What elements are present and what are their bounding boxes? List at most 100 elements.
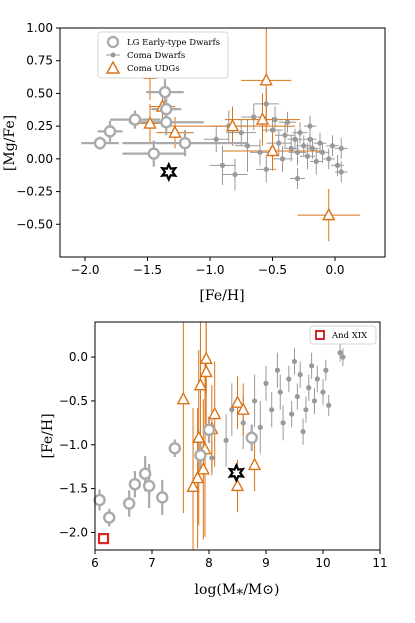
coma-dwarf-point	[244, 143, 251, 149]
coma-dwarf-point	[279, 156, 286, 162]
coma-dwarf-point	[297, 130, 303, 136]
coma-dwarf-point	[300, 429, 306, 435]
top-x-axis-label: [Fe/H]	[199, 288, 244, 304]
lg-dwarf-point	[142, 479, 156, 493]
coma-dwarf-point	[276, 140, 282, 146]
coma-dwarf-point	[238, 130, 244, 136]
lg-dwarf-point	[147, 147, 160, 160]
coma-dwarf-point	[291, 358, 298, 365]
coma-udg-point	[190, 470, 205, 484]
coma-dwarf-point	[229, 407, 235, 413]
coma-dwarf-point	[307, 136, 313, 142]
legend-box	[309, 325, 377, 345]
legend-lg-label: LG Early-type Dwarfs	[127, 38, 220, 48]
y-tick-label: −1.0	[59, 438, 88, 452]
coma-dwarf-point	[338, 145, 344, 151]
y-tick-label: 0.25	[26, 119, 53, 133]
y-tick-label: 0.50	[26, 86, 53, 100]
coma-dwarf-point	[284, 119, 291, 125]
coma-dwarf-point	[263, 380, 269, 386]
coma-dwarf-point	[313, 158, 319, 165]
lg-dwarf-point	[160, 102, 173, 116]
coma-dwarf-point	[304, 153, 311, 159]
coma-dwarf-point	[294, 149, 301, 155]
bottom-x-ticks: 6 7 8 9 10 11	[91, 550, 388, 570]
coma-udg-point	[143, 116, 157, 129]
lg-dwarf-point	[122, 497, 136, 510]
coma-dwarf-point	[240, 420, 246, 426]
coma-dwarf-point	[272, 117, 278, 123]
coma-dwarf-point	[337, 350, 343, 356]
coma-dwarf-point	[232, 171, 238, 178]
lg-dwarf-point	[103, 511, 116, 524]
coma-dwarf-point	[309, 145, 316, 151]
coma-dwarf-point	[340, 354, 346, 360]
x-tick-label: 11	[372, 556, 387, 570]
bottom-legend: And XIX	[309, 325, 377, 345]
coma-dwarf-point	[289, 411, 295, 417]
legend-lg-marker	[106, 35, 120, 49]
coma-udg-point	[199, 364, 213, 378]
bottom-errorbars	[98, 322, 344, 550]
coma-udg-point	[322, 207, 336, 221]
coma-dwarf-point	[251, 114, 257, 120]
coma-dwarf-point	[309, 363, 315, 369]
coma-dwarf-point	[257, 149, 263, 155]
coma-dwarf-point	[213, 136, 219, 142]
coma-dwarf-point	[223, 437, 229, 443]
coma-dwarf-point	[277, 389, 283, 395]
y-tick-label: 0.75	[26, 54, 53, 68]
coma-dwarf-point	[274, 367, 280, 373]
lg-dwarf-point	[245, 431, 258, 444]
coma-dwarf-point	[323, 367, 329, 373]
x-tick-label: −1.5	[133, 263, 162, 277]
coma-dwarf-point	[329, 143, 336, 149]
lg-dwarf-point	[128, 478, 142, 491]
bottom-markers	[93, 350, 346, 545]
coma-udg-point	[265, 143, 280, 157]
bottom-y-ticks: −2.0 −1.5 −1.0 −0.5 0.0	[59, 350, 95, 539]
coma-udg-point	[247, 457, 262, 471]
top-plot-frame	[59, 27, 386, 258]
lg-dwarf-point	[158, 85, 172, 99]
y-tick-label: −2.0	[59, 525, 88, 539]
lg-dwarf-point	[202, 423, 216, 437]
y-tick-label: −0.5	[59, 394, 88, 408]
lg-dwarf-point	[93, 136, 107, 150]
coma-udg-point	[230, 395, 245, 408]
y-tick-label: 0.0	[69, 350, 88, 364]
coma-udg-point	[259, 72, 273, 86]
and-xix-point	[97, 532, 110, 545]
lg-dwarf-point	[160, 116, 173, 129]
top-y-axis-label: [Mg/Fe]	[2, 115, 18, 171]
coma-udg-point	[196, 461, 210, 475]
coma-dwarf-point	[269, 407, 275, 413]
coma-dwarf-point	[280, 420, 286, 426]
coma-dwarf-point	[338, 169, 344, 175]
coma-udg-point	[255, 112, 270, 125]
coma-dwarf-point	[314, 376, 320, 382]
coma-dwarf-point	[307, 123, 313, 129]
x-tick-label: 10	[315, 556, 330, 570]
bottom-panel-feh-vs-mass: 6 7 8 9 10 11 −2.0−1.5−1.0−0.50.0 log(M⁎/M⊙) …	[40, 321, 388, 598]
coma-dwarf-point	[334, 162, 341, 168]
y-tick-label: 0.00	[26, 152, 53, 166]
coma-dwarf-point	[301, 143, 307, 149]
bottom-y-axis-label: [Fe/H]	[40, 413, 56, 458]
coma-dwarf-point	[326, 402, 332, 408]
y-tick-label: −0.50	[16, 217, 53, 231]
coma-dwarf-point	[263, 166, 269, 172]
coma-udg-point	[199, 351, 213, 365]
star-point	[159, 161, 178, 183]
x-tick-label: −1.0	[195, 263, 224, 277]
coma-dwarf-point	[320, 389, 326, 395]
lg-dwarf-point	[138, 467, 152, 480]
coma-dwarf-point	[292, 136, 298, 142]
top-y-ticks: −0.50 −0.25 0.00 0.25 0.50 0.75 1.00	[16, 21, 60, 231]
coma-udg-point	[192, 430, 206, 443]
coma-udg-point	[168, 125, 182, 138]
lg-dwarf-point	[178, 136, 192, 150]
coma-dwarf-point	[209, 455, 215, 461]
coma-dwarf-point	[294, 175, 301, 182]
coma-dwarf-point	[252, 398, 258, 404]
